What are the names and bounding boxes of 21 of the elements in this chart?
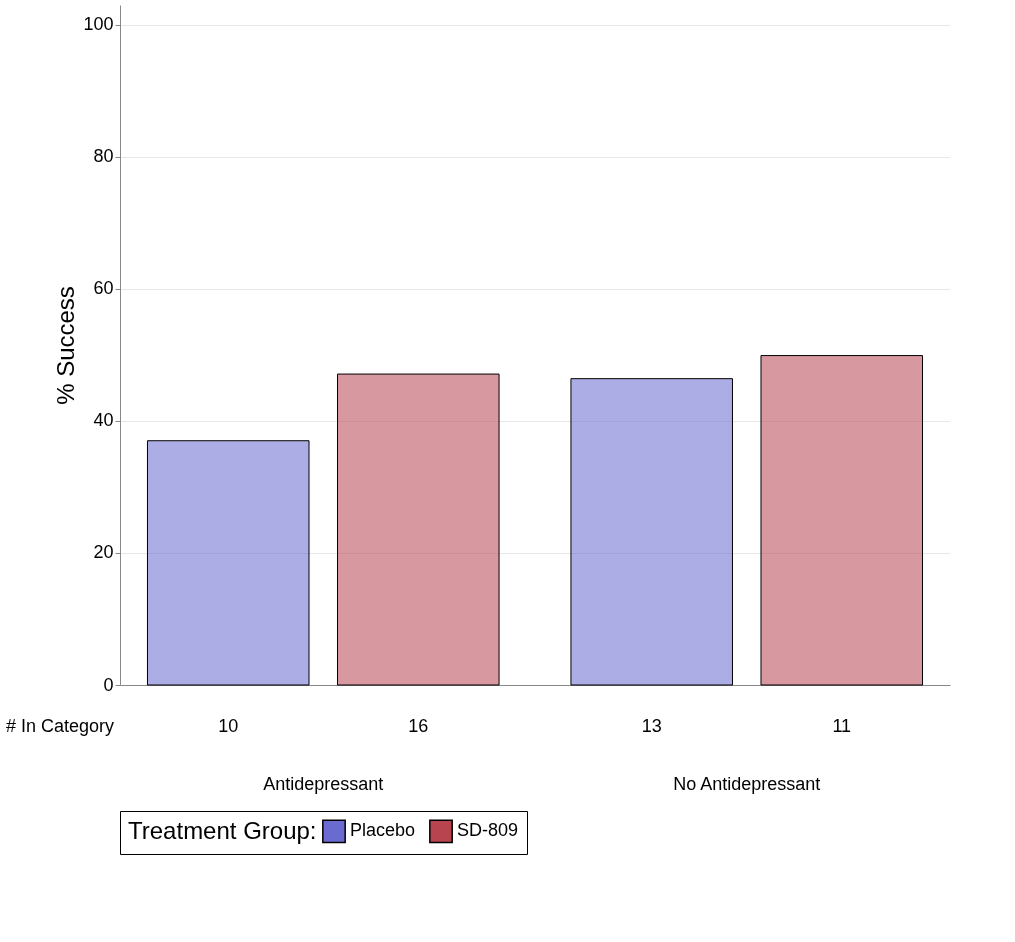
bar — [146, 440, 310, 686]
bar — [570, 378, 733, 686]
x-tick-label: Antidepressant — [263, 773, 384, 794]
y-tick-label: 40 — [93, 410, 114, 431]
text: # In Category — [5, 716, 114, 736]
y-axis-title: % Success — [52, 286, 80, 405]
text: 11 — [832, 716, 852, 736]
legend-title: Treatment Group: — [128, 817, 317, 844]
legend-label: SD-809 — [457, 820, 519, 841]
text: 16 — [408, 716, 429, 736]
bar — [760, 355, 924, 686]
text: 13 — [641, 716, 662, 736]
y-tick-label: 80 — [93, 146, 114, 167]
y-tick-label: 0 — [103, 674, 114, 695]
legend-label: Placebo — [350, 820, 416, 841]
y-tick-label: 60 — [93, 278, 114, 299]
bar — [337, 373, 500, 686]
y-tick-label: 20 — [93, 542, 114, 563]
text: 10 — [218, 716, 239, 736]
x-tick-label: No Antidepressant — [673, 773, 821, 794]
y-tick-label: 100 — [83, 14, 114, 35]
